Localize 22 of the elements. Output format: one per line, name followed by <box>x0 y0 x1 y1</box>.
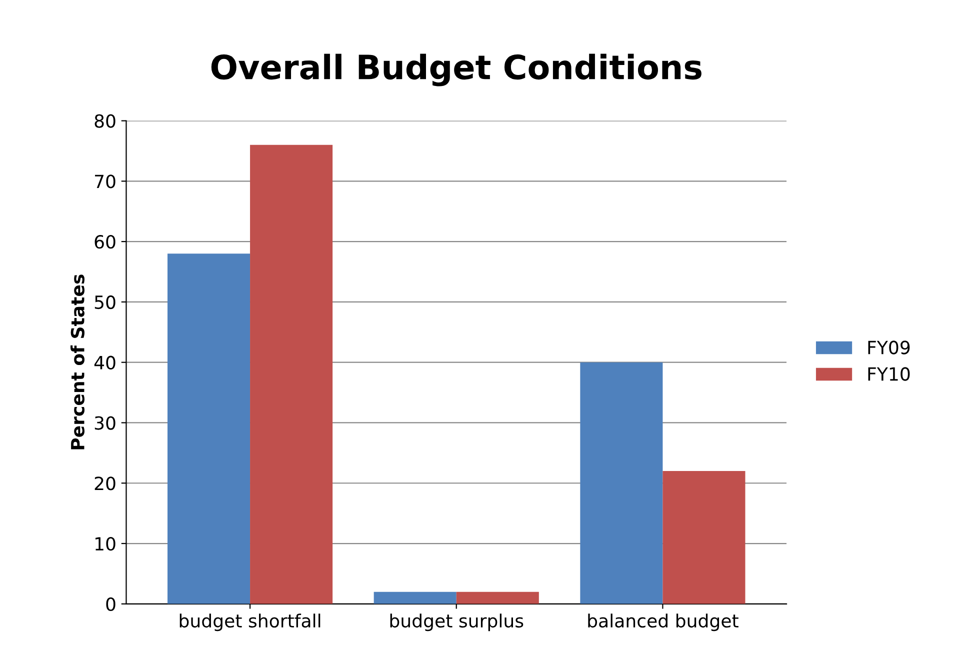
y-axis-title: Percent of States <box>70 274 84 450</box>
bar <box>456 592 539 604</box>
x-tick-label: budget shortfall <box>180 614 320 632</box>
x-tick-label: budget surplus <box>390 614 524 632</box>
x-tick-label: balanced budget <box>588 614 738 632</box>
y-tick-label: 60 <box>94 235 116 249</box>
legend-label: FY09 <box>868 340 910 354</box>
y-tick-label: 0 <box>106 597 116 612</box>
bar <box>168 254 250 604</box>
legend-label: FY10 <box>868 367 910 381</box>
y-tick-label: 10 <box>96 536 116 551</box>
y-tick-label: 70 <box>95 174 116 188</box>
chart-title: Overall Budget Conditions <box>211 54 702 86</box>
y-tick-label: 50 <box>94 295 116 310</box>
bar <box>662 471 746 604</box>
bar <box>580 362 663 604</box>
y-tick-label: 30 <box>94 416 116 430</box>
bar <box>250 144 333 604</box>
y-tick-label: 80 <box>94 114 116 128</box>
bar <box>374 592 456 604</box>
y-tick-label: 40 <box>94 356 116 370</box>
y-tick-label: 20 <box>94 476 116 490</box>
